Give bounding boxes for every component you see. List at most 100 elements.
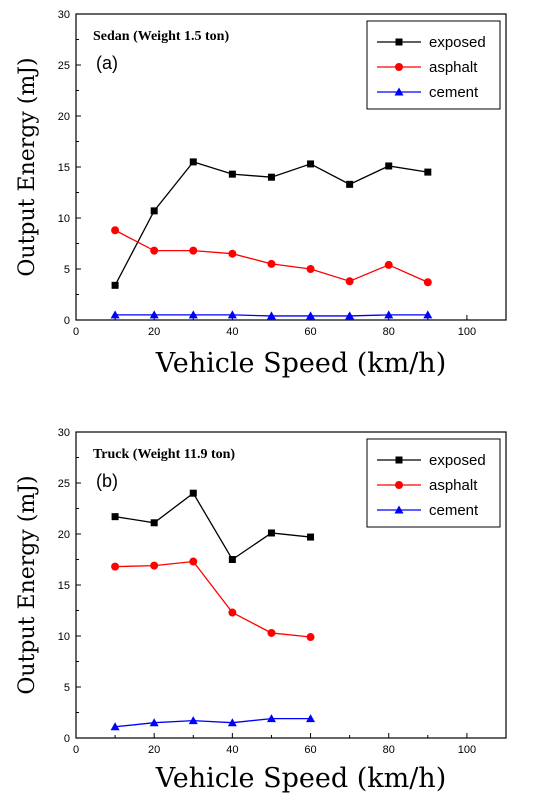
chart-1-point-asphalt xyxy=(189,557,198,566)
chart-1-point-asphalt xyxy=(111,562,120,571)
chart-0-point-exposed xyxy=(111,281,119,289)
chart-1-legend-marker-asphalt xyxy=(395,481,403,489)
chart-0-point-asphalt xyxy=(423,278,432,287)
chart-1-xtick-label: 100 xyxy=(458,744,476,756)
chart-0-point-exposed xyxy=(385,162,393,170)
chart-1-legend-box xyxy=(366,438,501,528)
chart-0-point-exposed xyxy=(346,180,354,188)
chart-1-title: Truck (Weight 11.9 ton) xyxy=(93,447,235,462)
chart-1-point-exposed xyxy=(150,519,158,527)
chart-0-xtick-label: 100 xyxy=(458,326,476,338)
chart-0-point-asphalt xyxy=(345,277,354,286)
chart-0-ytick-label: 30 xyxy=(58,9,70,21)
chart-0-legend-label-cement: cement xyxy=(429,84,479,101)
chart-1-xtick-label: 40 xyxy=(226,744,238,756)
chart-1-series-line-cement xyxy=(115,717,311,728)
chart-0-ytick-label: 0 xyxy=(64,315,70,327)
chart-1-panel-label: (b) xyxy=(96,471,118,491)
chart-0-point-cement xyxy=(188,310,198,319)
chart-1-point-exposed xyxy=(267,529,275,537)
chart-0-ytick-label: 15 xyxy=(58,162,70,174)
chart-1-x-axis-label: Vehicle Speed (km/h) xyxy=(155,763,446,794)
chart-1-ytick-label: 30 xyxy=(58,427,70,439)
chart-0-legend: exposed asphalt cement xyxy=(366,20,501,110)
chart-0-point-asphalt xyxy=(267,259,276,268)
chart-1-point-cement xyxy=(149,718,159,727)
chart-0-point-asphalt xyxy=(111,226,120,235)
chart-1-series-line-asphalt xyxy=(115,560,311,638)
chart-1-point-asphalt xyxy=(267,628,276,637)
chart-1-point-cement xyxy=(266,714,276,723)
chart-0-point-exposed xyxy=(189,158,197,166)
chart-0-legend-label-asphalt: asphalt xyxy=(429,59,478,76)
chart-0-point-exposed xyxy=(424,168,432,176)
chart-0-ytick-label: 25 xyxy=(58,60,70,72)
chart-0-point-asphalt xyxy=(384,260,393,269)
chart-0-point-exposed xyxy=(267,173,275,181)
chart-1-legend-marker-exposed xyxy=(395,456,403,464)
chart-1-point-exposed xyxy=(189,489,197,497)
chart-1-point-asphalt xyxy=(150,561,159,570)
chart-1-xtick-label: 20 xyxy=(148,744,160,756)
chart-0-ytick-label: 10 xyxy=(58,213,70,225)
chart-0-legend-marker-cement xyxy=(394,87,404,96)
chart-0-panel-label: (a) xyxy=(96,53,118,73)
chart-0-legend-box xyxy=(366,20,501,110)
chart-0-point-asphalt xyxy=(306,265,315,273)
chart-0-point-exposed xyxy=(228,170,236,178)
chart-1-ytick-label: 15 xyxy=(58,580,70,592)
chart-1-point-cement xyxy=(227,718,237,727)
chart-0-point-exposed xyxy=(150,207,158,215)
chart-1-y-axis-label: Output Energy (mJ) xyxy=(15,475,40,694)
chart-0-point-cement xyxy=(227,310,237,319)
chart-1-point-exposed xyxy=(307,533,315,541)
chart-0-point-cement xyxy=(423,310,433,319)
chart-1-ytick-label: 20 xyxy=(58,529,70,541)
chart-1-ytick-label: 10 xyxy=(58,631,70,643)
chart-1-point-cement xyxy=(306,714,316,723)
chart-1: 0 5 10 15 20 25 30 0 20 40 60 80 100 Output Energy (m… xyxy=(15,427,507,794)
chart-1-xtick-label: 80 xyxy=(383,744,395,756)
chart-0-point-cement xyxy=(110,310,120,319)
chart-0-point-asphalt xyxy=(150,246,159,255)
chart-0-series-line-asphalt xyxy=(114,229,429,283)
chart-0-ytick-label: 5 xyxy=(64,264,70,276)
chart-0-point-cement xyxy=(306,311,316,320)
chart-0-legend-marker-asphalt xyxy=(395,63,403,71)
chart-1-series-line-exposed xyxy=(114,492,311,561)
chart-0-point-asphalt xyxy=(189,246,198,255)
chart-0-point-cement xyxy=(149,310,159,319)
chart-1-xtick-label: 0 xyxy=(73,744,79,756)
chart-1-ytick-label: 5 xyxy=(64,682,70,694)
chart-1-legend-marker-cement xyxy=(394,505,404,514)
chart-0-xtick-label: 60 xyxy=(304,326,316,338)
chart-1-ytick-label: 25 xyxy=(58,478,70,490)
chart-1-point-exposed xyxy=(111,513,119,521)
chart-0-xtick-label: 80 xyxy=(383,326,395,338)
chart-0-xtick-label: 0 xyxy=(73,326,79,338)
chart-1-point-asphalt xyxy=(228,608,237,617)
chart-0-xtick-label: 20 xyxy=(148,326,160,338)
chart-0-x-axis-label: Vehicle Speed (km/h) xyxy=(155,348,446,379)
chart-0-ytick-label: 20 xyxy=(58,111,70,123)
chart-1-legend-label-asphalt: asphalt xyxy=(429,477,478,494)
chart-0-title: Sedan (Weight 1.5 ton) xyxy=(93,29,229,44)
chart-1-legend: exposed asphalt cement xyxy=(366,438,501,528)
chart-0-point-exposed xyxy=(307,160,315,168)
chart-0-point-cement xyxy=(345,311,355,320)
chart-1-xtick-label: 60 xyxy=(304,744,316,756)
chart-0-point-cement xyxy=(384,310,394,319)
chart-1-point-cement xyxy=(110,722,120,731)
chart-0-y-axis-label: Output Energy (mJ) xyxy=(15,57,40,276)
chart-1-legend-label-cement: cement xyxy=(429,502,479,519)
chart-0-point-asphalt xyxy=(228,249,237,258)
chart-1-point-asphalt xyxy=(306,633,315,642)
chart-0-legend-label-exposed: exposed xyxy=(429,34,486,51)
chart-1-point-exposed xyxy=(228,556,236,563)
chart-1-ytick-label: 0 xyxy=(64,733,70,745)
chart-0-legend-marker-exposed xyxy=(395,38,403,46)
chart-1-point-cement xyxy=(188,716,198,725)
chart-0-point-cement xyxy=(266,311,276,320)
chart-0: 0 5 10 15 20 25 30 0 20 40 60 80 100 Output Energy (m… xyxy=(15,9,507,379)
